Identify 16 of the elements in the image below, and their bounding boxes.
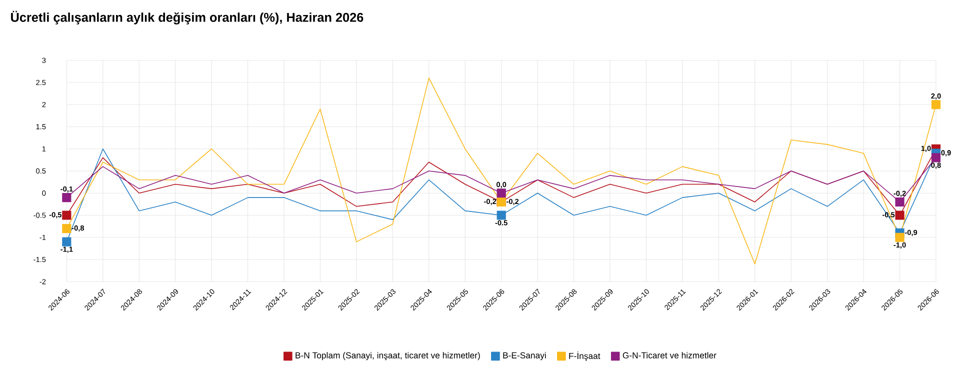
point <box>62 224 72 234</box>
point <box>895 210 904 220</box>
point <box>496 188 506 198</box>
point <box>62 193 72 202</box>
point <box>931 100 941 110</box>
point <box>895 232 904 242</box>
point <box>895 197 904 207</box>
point <box>931 153 941 162</box>
legend-label: G-N-Ticaret ve hizmetler <box>622 352 716 358</box>
legend-label: B-E-Sanayi <box>503 352 546 360</box>
chart-title: Ücretli çalışanların aylık değişim oranları (%), Haziran 2026 <box>11 10 364 24</box>
point <box>496 210 506 220</box>
legend-label: F-İnşaat <box>569 351 600 361</box>
point <box>62 210 72 220</box>
point <box>62 237 72 246</box>
legend-label: B-N Toplam (Sanayi, inşaat, ticaret ve hizmetler) <box>296 352 480 360</box>
